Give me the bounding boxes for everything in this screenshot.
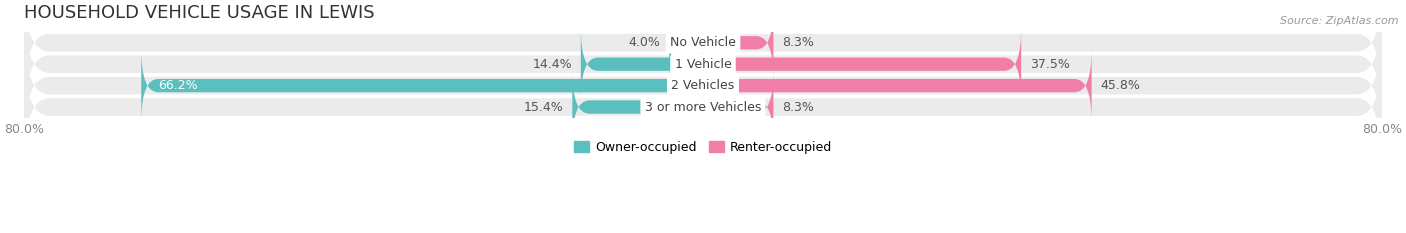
FancyBboxPatch shape [24,30,1382,141]
Text: 45.8%: 45.8% [1099,79,1140,92]
Text: Source: ZipAtlas.com: Source: ZipAtlas.com [1281,16,1399,26]
Text: 3 or more Vehicles: 3 or more Vehicles [645,101,761,113]
FancyBboxPatch shape [703,71,773,143]
Text: 1 Vehicle: 1 Vehicle [675,58,731,71]
FancyBboxPatch shape [669,7,703,79]
Text: 2 Vehicles: 2 Vehicles [672,79,734,92]
FancyBboxPatch shape [24,9,1382,120]
FancyBboxPatch shape [24,0,1382,98]
Text: 37.5%: 37.5% [1029,58,1070,71]
FancyBboxPatch shape [572,71,703,143]
FancyBboxPatch shape [581,28,703,100]
Text: HOUSEHOLD VEHICLE USAGE IN LEWIS: HOUSEHOLD VEHICLE USAGE IN LEWIS [24,4,375,22]
Text: No Vehicle: No Vehicle [671,36,735,49]
Text: 4.0%: 4.0% [628,36,661,49]
Text: 8.3%: 8.3% [782,101,814,113]
FancyBboxPatch shape [141,49,703,122]
Text: 15.4%: 15.4% [524,101,564,113]
Text: 8.3%: 8.3% [782,36,814,49]
Legend: Owner-occupied, Renter-occupied: Owner-occupied, Renter-occupied [568,136,838,159]
Text: 14.4%: 14.4% [533,58,572,71]
FancyBboxPatch shape [703,49,1091,122]
FancyBboxPatch shape [703,28,1021,100]
Text: 66.2%: 66.2% [159,79,198,92]
FancyBboxPatch shape [24,51,1382,163]
FancyBboxPatch shape [703,7,773,79]
